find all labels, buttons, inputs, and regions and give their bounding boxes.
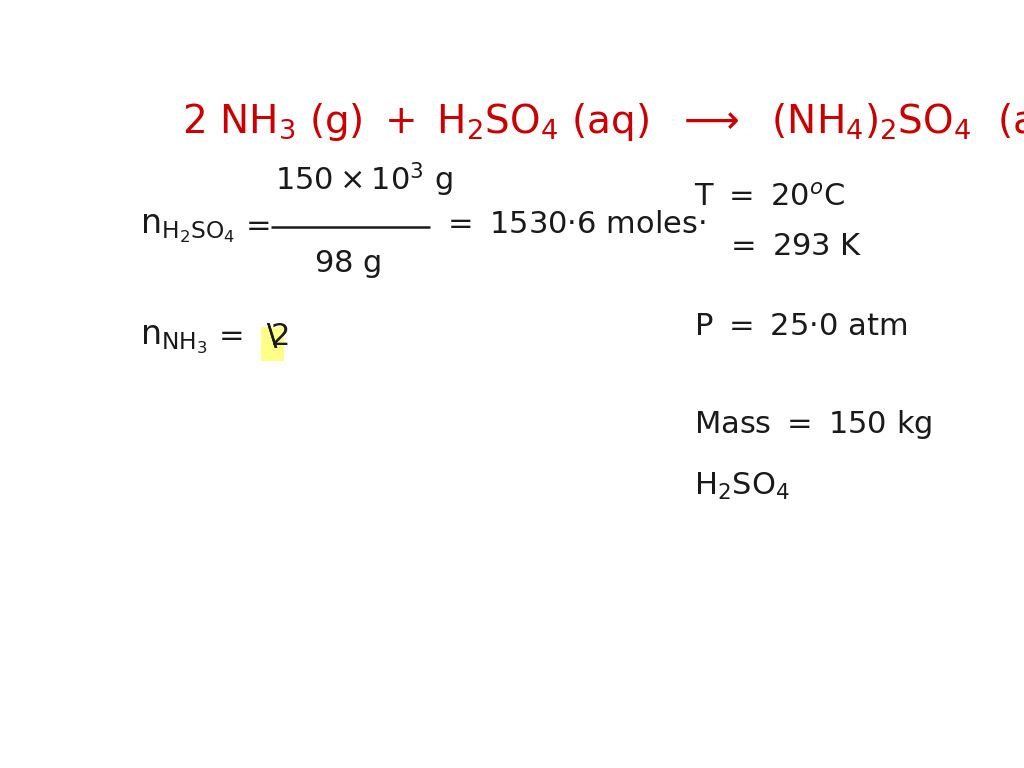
Text: $=\ 1530{\cdot}6\ \mathrm{moles}{\cdot}$: $=\ 1530{\cdot}6\ \mathrm{moles}{\cdot}$ [442, 210, 706, 239]
Text: $\mathrm{Mass}\ =\ 150\ \mathrm{kg}$: $\mathrm{Mass}\ =\ 150\ \mathrm{kg}$ [693, 409, 932, 442]
Text: $\mathrm{H_2SO_4}$: $\mathrm{H_2SO_4}$ [693, 471, 790, 502]
Text: $\backslash$: $\backslash$ [266, 322, 279, 351]
Text: $=$: $=$ [241, 210, 270, 239]
Text: $\mathrm{n_{NH_3}}$: $\mathrm{n_{NH_3}}$ [139, 323, 208, 356]
Text: $98\ \mathrm{g}$: $98\ \mathrm{g}$ [314, 247, 381, 280]
Text: $\backslash$: $\backslash$ [266, 322, 279, 351]
FancyBboxPatch shape [260, 327, 284, 361]
Text: $=\ 293\ \mathrm{K}$: $=\ 293\ \mathrm{K}$ [725, 232, 862, 260]
Text: $\mathrm{n_{H_2SO_4}}$: $\mathrm{n_{H_2SO_4}}$ [139, 212, 234, 245]
Text: $2\ \mathrm{NH_3}\ \mathrm{(g)}\ +\ \mathrm{H_2SO_4}\ \mathrm{(aq)}\ \ \longrigh: $2\ \mathrm{NH_3}\ \mathrm{(g)}\ +\ \mat… [182, 101, 1024, 143]
Text: $\mathrm{P}\ =\ 25{\cdot}0\ \mathrm{atm}$: $\mathrm{P}\ =\ 25{\cdot}0\ \mathrm{atm}… [693, 313, 907, 342]
Text: $150\times10^3\ \mathrm{g}$: $150\times10^3\ \mathrm{g}$ [275, 161, 453, 200]
Text: $=\ \ 2$: $=\ \ 2$ [213, 322, 289, 351]
Text: $\mathrm{T}\ =\ 20^o\mathrm{C}$: $\mathrm{T}\ =\ 20^o\mathrm{C}$ [693, 183, 845, 212]
